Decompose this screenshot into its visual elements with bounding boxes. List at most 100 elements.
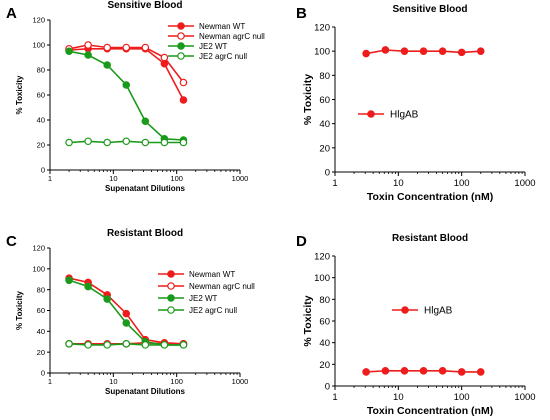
data-point-je2-wt xyxy=(141,117,150,126)
data-point-hlgab xyxy=(381,46,390,54)
x-tick-label: 1000 xyxy=(232,174,249,183)
data-point-je2-agrc-null xyxy=(141,341,150,349)
data-point-hlgab xyxy=(419,367,428,375)
x-tick-label: 10 xyxy=(109,377,117,386)
y-tick-label: 60 xyxy=(37,91,45,100)
legend-label: JE2 WT xyxy=(189,294,218,303)
x-axis-label: Toxin Concentration (nM) xyxy=(367,191,493,203)
y-axis-label: % Toxicity xyxy=(15,290,24,330)
data-point-je2-agrc-null xyxy=(122,340,131,348)
y-tick-label: 100 xyxy=(314,47,330,58)
x-tick-label: 100 xyxy=(454,178,470,189)
legend-marker xyxy=(401,306,409,314)
chart-title: Resistant Blood xyxy=(392,233,468,244)
data-point-je2-wt xyxy=(65,276,73,285)
x-axis-label: Toxin Concentration (nM) xyxy=(367,405,493,417)
data-point-hlgab xyxy=(438,47,447,55)
y-tick-label: 100 xyxy=(32,41,45,50)
y-tick-label: 100 xyxy=(32,265,45,274)
data-point-newman-agrc-null xyxy=(84,41,92,49)
data-point-hlgab xyxy=(419,47,428,55)
x-tick-label: 1 xyxy=(48,174,52,183)
data-point-hlgab xyxy=(457,368,466,376)
data-point-hlgab xyxy=(457,48,466,57)
x-tick-label: 10 xyxy=(393,178,404,189)
chart-title: Sensitive Blood xyxy=(392,4,467,15)
y-tick-label: 120 xyxy=(32,16,45,25)
legend-label: Newman WT xyxy=(199,22,245,31)
y-tick-label: 20 xyxy=(37,141,45,150)
data-point-je2-agrc-null xyxy=(179,138,188,147)
data-point-hlgab xyxy=(400,47,409,55)
data-point-je2-agrc-null xyxy=(141,138,150,147)
panel-letter: A xyxy=(6,5,17,22)
y-tick-label: 120 xyxy=(314,252,330,263)
x-tick-label: 1000 xyxy=(514,392,535,403)
data-point-hlgab xyxy=(362,49,370,58)
data-point-je2-agrc-null xyxy=(84,137,92,146)
data-point-je2-wt xyxy=(122,319,131,327)
panel-letter: C xyxy=(6,233,17,250)
legend-marker xyxy=(167,270,175,278)
legend-marker xyxy=(177,32,185,40)
data-point-newman-agrc-null xyxy=(141,43,150,52)
legend-marker xyxy=(367,110,375,118)
data-point-newman-wt xyxy=(122,309,131,318)
x-tick-label: 1000 xyxy=(514,178,535,189)
data-point-je2-wt xyxy=(103,61,111,69)
x-tick-label: 100 xyxy=(454,392,470,403)
y-tick-label: 40 xyxy=(37,327,45,336)
data-point-hlgab xyxy=(476,47,485,55)
data-point-newman-agrc-null xyxy=(122,43,131,52)
data-point-je2-wt xyxy=(84,282,92,291)
y-axis-label: % Toxicity xyxy=(15,75,24,115)
data-point-je2-agrc-null xyxy=(65,138,73,147)
legend-marker xyxy=(167,282,175,290)
legend-marker xyxy=(177,42,185,50)
x-axis-label: Supenatant Dilutions xyxy=(105,184,186,193)
chart-title: Resistant Blood xyxy=(107,228,183,239)
data-point-je2-wt xyxy=(103,295,111,303)
data-point-newman-wt xyxy=(179,96,188,104)
legend-label: Newman WT xyxy=(189,270,235,279)
data-point-hlgab xyxy=(362,368,370,376)
x-tick-label: 100 xyxy=(170,174,183,183)
data-point-je2-agrc-null xyxy=(84,341,92,349)
data-point-je2-agrc-null xyxy=(103,341,111,349)
y-tick-label: 80 xyxy=(319,71,330,82)
panel-letter: D xyxy=(296,233,307,250)
data-point-je2-agrc-null xyxy=(122,137,131,146)
legend-label: JE2 agrC null xyxy=(189,306,237,315)
x-axis-label: Supenatant Dilutions xyxy=(105,387,186,396)
y-tick-label: 60 xyxy=(319,317,330,328)
x-tick-label: 1 xyxy=(332,178,337,189)
y-tick-label: 0 xyxy=(325,382,330,393)
y-tick-label: 0 xyxy=(41,369,45,378)
legend-label: JE2 WT xyxy=(199,42,228,51)
x-tick-label: 1 xyxy=(332,392,337,403)
data-point-newman-agrc-null xyxy=(160,53,169,62)
data-point-je2-agrc-null xyxy=(65,340,73,348)
x-tick-label: 1 xyxy=(48,377,52,386)
y-tick-label: 0 xyxy=(325,168,330,179)
panel-letter: B xyxy=(296,5,307,22)
y-tick-label: 60 xyxy=(37,306,45,315)
y-tick-label: 80 xyxy=(37,285,45,294)
legend-label: Newman agrC null xyxy=(189,282,255,291)
data-point-je2-wt xyxy=(84,51,92,59)
y-tick-label: 120 xyxy=(314,23,330,34)
y-axis-label: % Toxicity xyxy=(302,295,314,346)
data-point-je2-agrc-null xyxy=(103,138,111,147)
data-point-je2-wt xyxy=(122,81,131,89)
x-tick-label: 10 xyxy=(393,392,404,403)
data-point-je2-agrc-null xyxy=(160,138,169,147)
x-tick-label: 1000 xyxy=(232,377,249,386)
y-axis-label: % Toxicity xyxy=(302,74,314,125)
data-point-hlgab xyxy=(438,367,447,375)
y-tick-label: 40 xyxy=(319,119,330,130)
y-tick-label: 40 xyxy=(319,338,330,349)
